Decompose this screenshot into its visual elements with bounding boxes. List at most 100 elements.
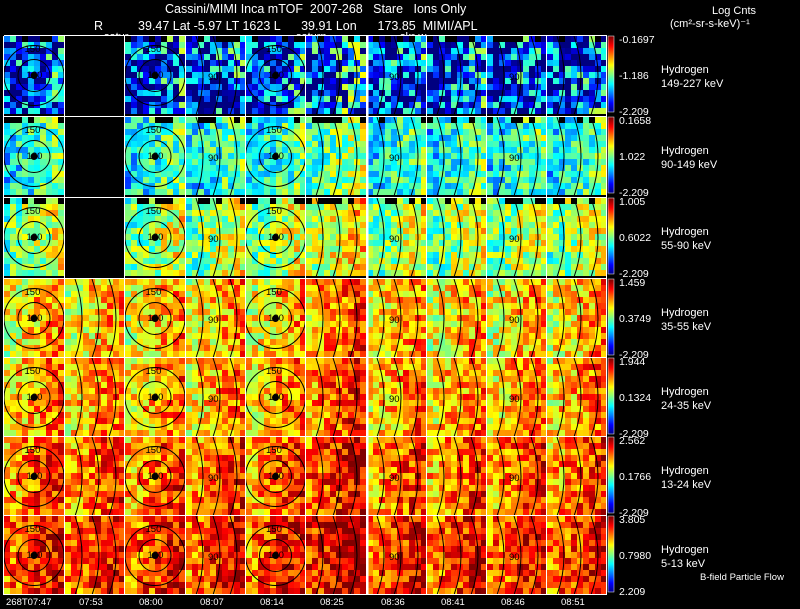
- colorbar-max: 1.944: [619, 356, 646, 368]
- contour-label: 90: [208, 473, 219, 484]
- contour-label: 90: [509, 315, 520, 326]
- species-label: Hydrogen: [661, 64, 709, 76]
- contour-label: 180: [268, 151, 284, 162]
- contour-label: 150: [145, 445, 162, 456]
- contour-label: 150: [24, 524, 41, 535]
- panel: [367, 515, 426, 596]
- time-tick-label: 268T07:47: [6, 597, 52, 608]
- panel: [487, 35, 546, 116]
- contour-label: 150: [266, 206, 282, 217]
- panel: [487, 357, 546, 438]
- contour-label: 180: [268, 550, 284, 561]
- units-label: (cm²-sr-s-keV)⁻¹: [670, 18, 750, 30]
- colorbar-max: 1.005: [619, 196, 646, 208]
- panel: [427, 436, 486, 517]
- panel: [487, 436, 546, 517]
- panel: [245, 117, 306, 195]
- panel: [306, 357, 366, 438]
- time-tick-label: 08:00: [139, 597, 163, 608]
- panel: [306, 515, 366, 596]
- panel: [124, 279, 186, 357]
- contour-label: 150: [145, 44, 162, 55]
- panel: [547, 436, 606, 517]
- panel: [427, 357, 486, 438]
- energy-label: 13-24 keV: [661, 479, 712, 491]
- panel: [186, 35, 245, 116]
- contour-label: 90: [208, 72, 219, 83]
- panel: [65, 436, 124, 517]
- contour-label: 90: [389, 552, 400, 563]
- panel: [3, 437, 65, 515]
- contour-label: 150: [24, 445, 41, 456]
- species-label: Hydrogen: [661, 307, 709, 319]
- time-tick-label: 07:53: [79, 597, 103, 608]
- panel: [367, 197, 426, 278]
- title: Cassini/MIMI Inca mTOF 2007-268 Stare Io…: [165, 2, 467, 16]
- panel: [427, 197, 486, 278]
- contour-label: 150: [145, 206, 162, 217]
- contour-label: 150: [145, 524, 162, 535]
- contour-label: 150: [24, 206, 41, 217]
- panel: [245, 36, 306, 114]
- contour-label: 180: [268, 392, 284, 403]
- panel: [427, 515, 486, 596]
- contour-label: 90: [509, 153, 520, 164]
- contour-label: 150: [24, 366, 41, 377]
- panel: [367, 436, 426, 517]
- contour-label: 180: [268, 232, 284, 243]
- contour-label: 150: [266, 366, 282, 377]
- contour-label: 180: [26, 471, 43, 482]
- colorbar-max: 0.1658: [619, 115, 652, 127]
- panel: [3, 279, 65, 357]
- panel: [547, 278, 606, 359]
- species-label: Hydrogen: [661, 386, 709, 398]
- panel: [306, 278, 366, 359]
- panel: [186, 357, 245, 438]
- contour-label: 180: [268, 313, 284, 324]
- panel: [124, 437, 186, 515]
- contour-label: 90: [389, 473, 400, 484]
- contour-label: 180: [147, 550, 164, 561]
- panel: [65, 357, 124, 438]
- colorbar-max: 1.459: [619, 277, 646, 289]
- panel: [186, 116, 245, 197]
- time-tick-label: 08:46: [501, 597, 525, 608]
- panel: [124, 117, 186, 195]
- footer-note: B-field Particle Flow: [700, 572, 784, 583]
- energy-label: 90-149 keV: [661, 159, 718, 171]
- contour-label: 90: [389, 234, 400, 245]
- panel: [547, 357, 606, 438]
- panel: [245, 437, 306, 515]
- contour-label: 90: [509, 72, 520, 83]
- colorbar-max: 2.562: [619, 435, 646, 447]
- colorbar-mid: 0.3749: [619, 313, 652, 325]
- panel: [65, 515, 124, 596]
- contour-label: 90: [208, 394, 219, 405]
- energy-label: 5-13 keV: [661, 558, 706, 570]
- time-tick-label: 08:41: [441, 597, 465, 608]
- panel: [3, 117, 65, 195]
- r-label: R: [94, 19, 104, 33]
- contour-label: 90: [208, 234, 219, 245]
- contour-label: 90: [389, 153, 400, 164]
- panel: [306, 197, 366, 278]
- contour-label: 180: [147, 313, 164, 324]
- contour-label: 150: [266, 524, 282, 535]
- energy-label: 149-227 keV: [661, 78, 724, 90]
- contour-label: 180: [26, 232, 43, 243]
- contour-label: 180: [26, 313, 43, 324]
- contour-label: 180: [268, 471, 284, 482]
- contour-label: 180: [147, 70, 164, 81]
- contour-label: 90: [509, 473, 520, 484]
- color-bars: [607, 35, 615, 593]
- panel: [487, 197, 546, 278]
- colorbar-mid: 0.6022: [619, 232, 652, 244]
- contour-label: 180: [26, 392, 43, 403]
- panel-separators: [3, 35, 607, 595]
- time-tick-label: 08:25: [320, 597, 344, 608]
- colorbar-min: -2.209: [619, 106, 649, 118]
- contour-label: 150: [145, 125, 162, 136]
- contour-label: 90: [208, 153, 219, 164]
- panel: [186, 436, 245, 517]
